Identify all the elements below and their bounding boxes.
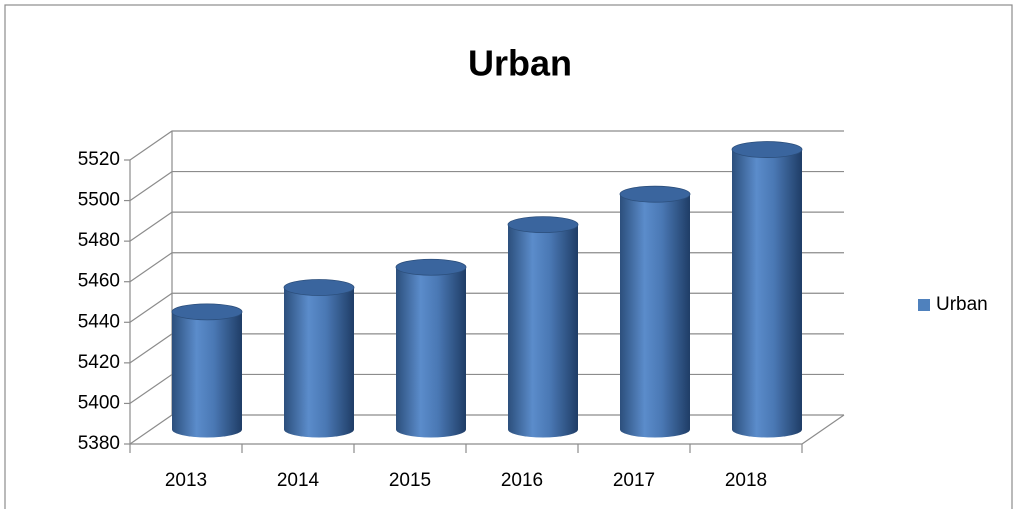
bar xyxy=(172,311,242,438)
y-tick-label: 5380 xyxy=(78,433,120,454)
bar-top xyxy=(395,258,467,276)
bar xyxy=(284,287,354,438)
bar-top xyxy=(731,141,803,158)
bar xyxy=(620,194,690,438)
bar-top xyxy=(619,185,691,203)
chart-title: Urban xyxy=(468,43,572,84)
bar-top xyxy=(283,279,355,296)
chart-frame xyxy=(4,4,1013,509)
x-tick-label: 2015 xyxy=(389,470,431,491)
bar xyxy=(396,267,466,438)
legend-swatch xyxy=(918,299,930,311)
y-tick-label: 5460 xyxy=(78,271,120,292)
y-tick-label: 5480 xyxy=(78,230,120,251)
x-tick-label: 2017 xyxy=(613,470,655,491)
grid-line xyxy=(129,130,844,161)
bar xyxy=(732,149,802,438)
y-tick-label: 5500 xyxy=(78,190,120,211)
legend-label: Urban xyxy=(936,294,988,315)
x-tick-label: 2018 xyxy=(725,470,767,491)
grid-line xyxy=(129,170,844,202)
bar-top xyxy=(507,216,579,234)
x-tick-label: 2016 xyxy=(501,470,543,491)
y-tick-label: 5440 xyxy=(78,311,120,332)
bar-top xyxy=(171,303,243,321)
y-tick-label: 5400 xyxy=(78,392,120,413)
y-tick-label: 5520 xyxy=(78,149,120,170)
x-tick-label: 2013 xyxy=(165,470,207,491)
y-tick-label: 5420 xyxy=(78,352,120,373)
bar xyxy=(508,224,578,438)
x-tick-label: 2014 xyxy=(277,470,320,491)
